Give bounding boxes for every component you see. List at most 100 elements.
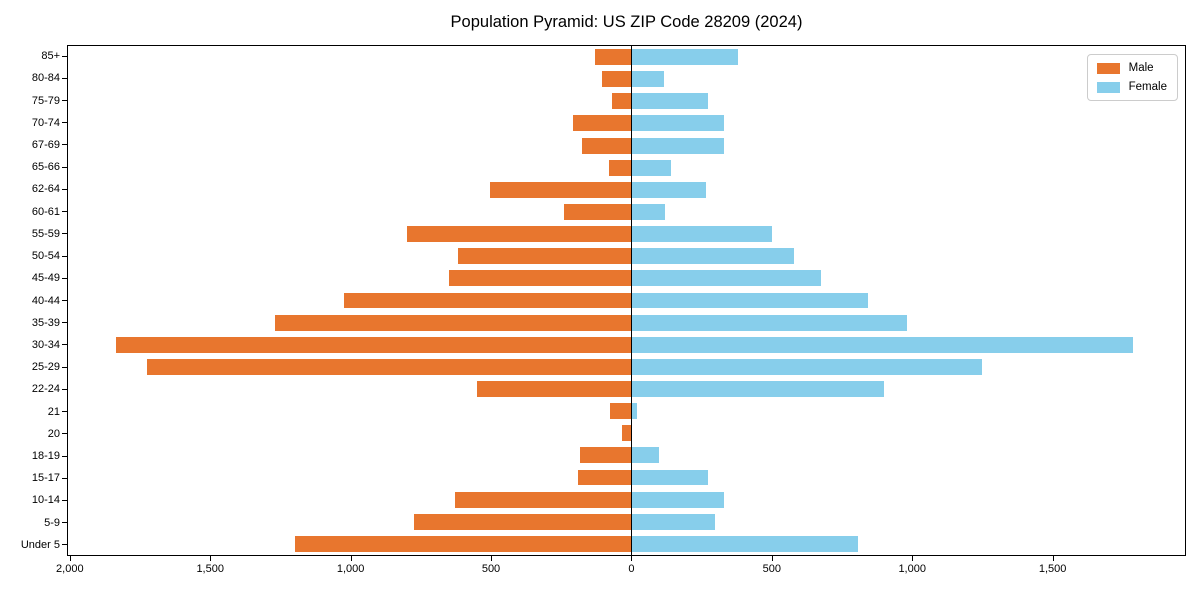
female-bar [631, 292, 869, 309]
x-tick-mark [210, 556, 212, 561]
y-tick-label: Under 5 [20, 538, 60, 551]
pyramid-row-20 [68, 422, 1185, 444]
pyramid-row-under-5 [68, 533, 1185, 555]
pyramid-row-5-9 [68, 511, 1185, 533]
female-bar [631, 535, 859, 552]
female-bar [631, 336, 1134, 353]
y-tick-label: 60-61 [31, 205, 60, 218]
male-bar [414, 513, 632, 530]
y-tick-mark [62, 455, 67, 457]
male-bar [115, 336, 632, 353]
y-tick-mark [62, 211, 67, 213]
y-tick-label: 70-74 [31, 116, 60, 129]
male-legend-swatch [1096, 62, 1120, 74]
male-bar [344, 292, 632, 309]
y-tick-label: 65-66 [31, 161, 60, 174]
legend-entry-male: Male [1096, 62, 1167, 74]
pyramid-row-70-74 [68, 112, 1185, 134]
y-tick-label: 45-49 [31, 272, 60, 285]
female-bar [631, 491, 724, 508]
x-tick-label: 1,000 [898, 563, 926, 575]
female-bar [631, 270, 821, 287]
female-bar [631, 115, 724, 132]
pyramid-row-35-39 [68, 312, 1185, 334]
x-tick-mark [1052, 556, 1054, 561]
y-tick-mark [62, 255, 67, 257]
y-tick-mark [62, 366, 67, 368]
x-tick-mark [631, 556, 633, 561]
y-tick-label: 21 [47, 405, 60, 418]
y-tick-label: 10-14 [31, 494, 60, 507]
male-bar [582, 137, 632, 154]
pyramid-row-30-34 [68, 334, 1185, 356]
pyramid-row-18-19 [68, 444, 1185, 466]
male-bar [579, 447, 632, 464]
y-tick-label: 35-39 [31, 316, 60, 329]
y-tick-label: 62-64 [31, 183, 60, 196]
male-bar [578, 469, 632, 486]
y-tick-label: 67-69 [31, 138, 60, 151]
male-bar [477, 381, 632, 397]
female-bar [631, 447, 660, 464]
x-tick-label: 1,500 [1038, 563, 1067, 575]
pyramid-row-75-79 [68, 90, 1185, 112]
male-bar [146, 358, 632, 375]
legend-label: Male [1128, 62, 1154, 74]
y-tick-mark [62, 144, 67, 146]
y-tick-label: 20 [47, 427, 60, 440]
pyramid-row-62-64 [68, 179, 1185, 201]
male-bar [601, 71, 632, 88]
y-tick-mark [62, 477, 67, 479]
y-tick-mark [62, 166, 67, 168]
y-tick-label: 15-17 [31, 472, 60, 485]
y-tick-label: 80-84 [31, 72, 60, 85]
x-tick-label: 500 [762, 563, 781, 575]
pyramid-row-22-24 [68, 378, 1185, 400]
y-tick-label: 50-54 [31, 250, 60, 263]
y-tick-mark [62, 411, 67, 413]
pyramid-row-15-17 [68, 466, 1185, 488]
y-tick-label: 25-29 [31, 361, 60, 374]
y-tick-mark [62, 499, 67, 501]
y-tick-label: 75-79 [31, 94, 60, 107]
plot-area: Male Female [67, 45, 1186, 556]
y-tick-label: 55-59 [31, 227, 60, 240]
x-tick-mark [912, 556, 914, 561]
male-bar [610, 403, 632, 420]
female-legend-swatch [1096, 81, 1120, 93]
y-tick-label: 30-34 [31, 338, 60, 351]
y-tick-mark [62, 233, 67, 235]
legend-entry-female: Female [1096, 81, 1167, 93]
y-tick-mark [62, 277, 67, 279]
bar-rows [68, 46, 1185, 555]
x-axis-ticks [67, 556, 1186, 562]
pyramid-row-10-14 [68, 489, 1185, 511]
zero-axis-line [630, 46, 632, 555]
x-tick-label: 0 [628, 563, 635, 575]
male-bar [457, 248, 632, 265]
y-tick-mark [62, 100, 67, 102]
y-tick-mark [62, 388, 67, 390]
pyramid-row-65-66 [68, 157, 1185, 179]
x-axis-labels: 2,000 1,500 1,000 500 0 500 1,000 1,500 [56, 563, 1186, 579]
y-tick-label: 85+ [41, 50, 60, 63]
male-bar [489, 181, 632, 198]
male-bar [611, 93, 632, 110]
female-bar [631, 403, 637, 420]
female-bar [631, 204, 666, 220]
male-bar [449, 270, 632, 287]
female-bar [631, 513, 716, 530]
y-tick-mark [62, 322, 67, 324]
y-tick-label: 18-19 [31, 450, 60, 463]
female-bar [631, 49, 738, 66]
x-tick-mark [491, 556, 492, 561]
y-tick-mark [62, 188, 67, 190]
female-bar [631, 469, 709, 486]
y-tick-mark [62, 522, 67, 524]
male-bar [564, 204, 632, 220]
y-tick-mark [62, 55, 67, 57]
y-tick-mark [62, 122, 67, 124]
x-tick-mark [771, 556, 773, 561]
male-bar [275, 314, 632, 331]
